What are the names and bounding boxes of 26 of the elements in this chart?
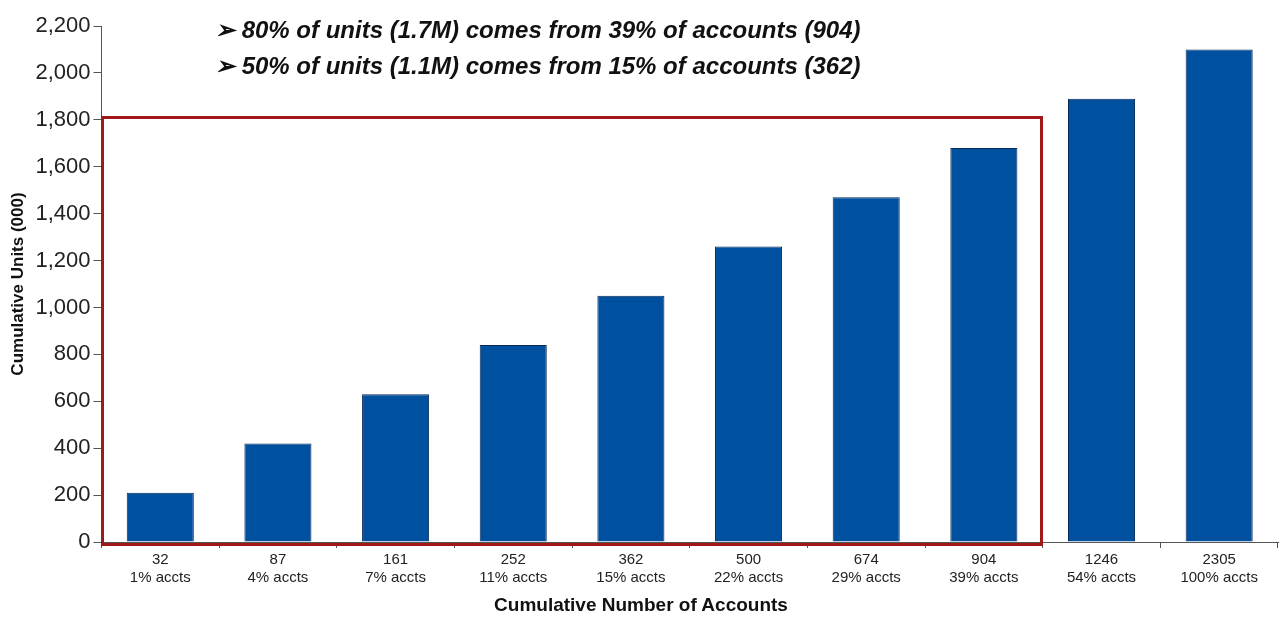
x-axis-title: Cumulative Number of Accounts	[493, 594, 789, 616]
y-tick-label: 1,000	[35, 293, 91, 319]
y-tick-label: 800	[53, 340, 91, 366]
x-tick-label: 32 1% accts	[129, 550, 191, 586]
x-tick-label: 500 22% accts	[713, 550, 784, 586]
x-tick-label: 161 7% accts	[365, 550, 427, 586]
y-tick-label: 1,600	[35, 152, 91, 178]
y-tick-label: 200	[53, 481, 91, 507]
x-tick-label: 904 39% accts	[949, 550, 1019, 586]
x-tick-label: 252 11% accts	[479, 550, 548, 586]
y-tick-label: 1,400	[35, 199, 91, 225]
x-tick-label: 87 4% accts	[247, 550, 309, 586]
y-tick-label: 600	[53, 387, 91, 413]
x-tick-label: 1246 54% accts	[1066, 550, 1137, 586]
y-tick-label: 0	[78, 528, 91, 554]
x-tick-label: 674 29% accts	[831, 550, 901, 586]
y-tick-label: 1,800	[35, 105, 91, 131]
annotation: ➢ 80% of units (1.7M) comes from 39% of accounts (904)	[215, 15, 861, 45]
x-tick-label: 362 15% accts	[596, 550, 666, 586]
y-tick-label: 2,000	[35, 58, 91, 84]
y-tick-label: 400	[53, 434, 91, 460]
annotation: ➢ 50% of units (1.1M) comes from 15% of accounts (362)	[215, 51, 861, 81]
x-tick-label: 2305 100% accts	[1180, 550, 1258, 586]
y-tick-label: 1,200	[35, 246, 91, 272]
y-axis-title: Cumulative Units (000)	[7, 192, 27, 376]
y-tick-label: 2,200	[35, 12, 91, 38]
